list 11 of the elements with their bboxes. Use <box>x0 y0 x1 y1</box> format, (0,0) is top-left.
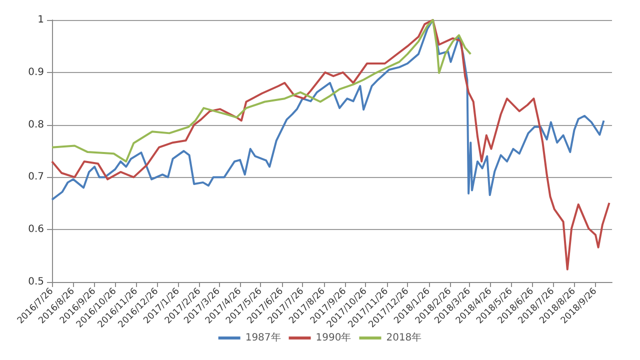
y-tick-label: 1 <box>38 14 44 26</box>
line-series <box>51 19 610 270</box>
legend-label: 1990年 <box>316 332 352 344</box>
line-series <box>51 19 472 162</box>
legend-label: 1987年 <box>245 332 281 344</box>
y-tick-label: 0.9 <box>28 66 44 78</box>
y-tick-label: 0.6 <box>28 224 44 236</box>
y-tick-label: 0.5 <box>28 276 44 288</box>
y-tick-label: 0.8 <box>28 119 44 130</box>
legend-label: 2018年 <box>386 332 422 344</box>
y-tick-label: 0.7 <box>28 172 44 183</box>
